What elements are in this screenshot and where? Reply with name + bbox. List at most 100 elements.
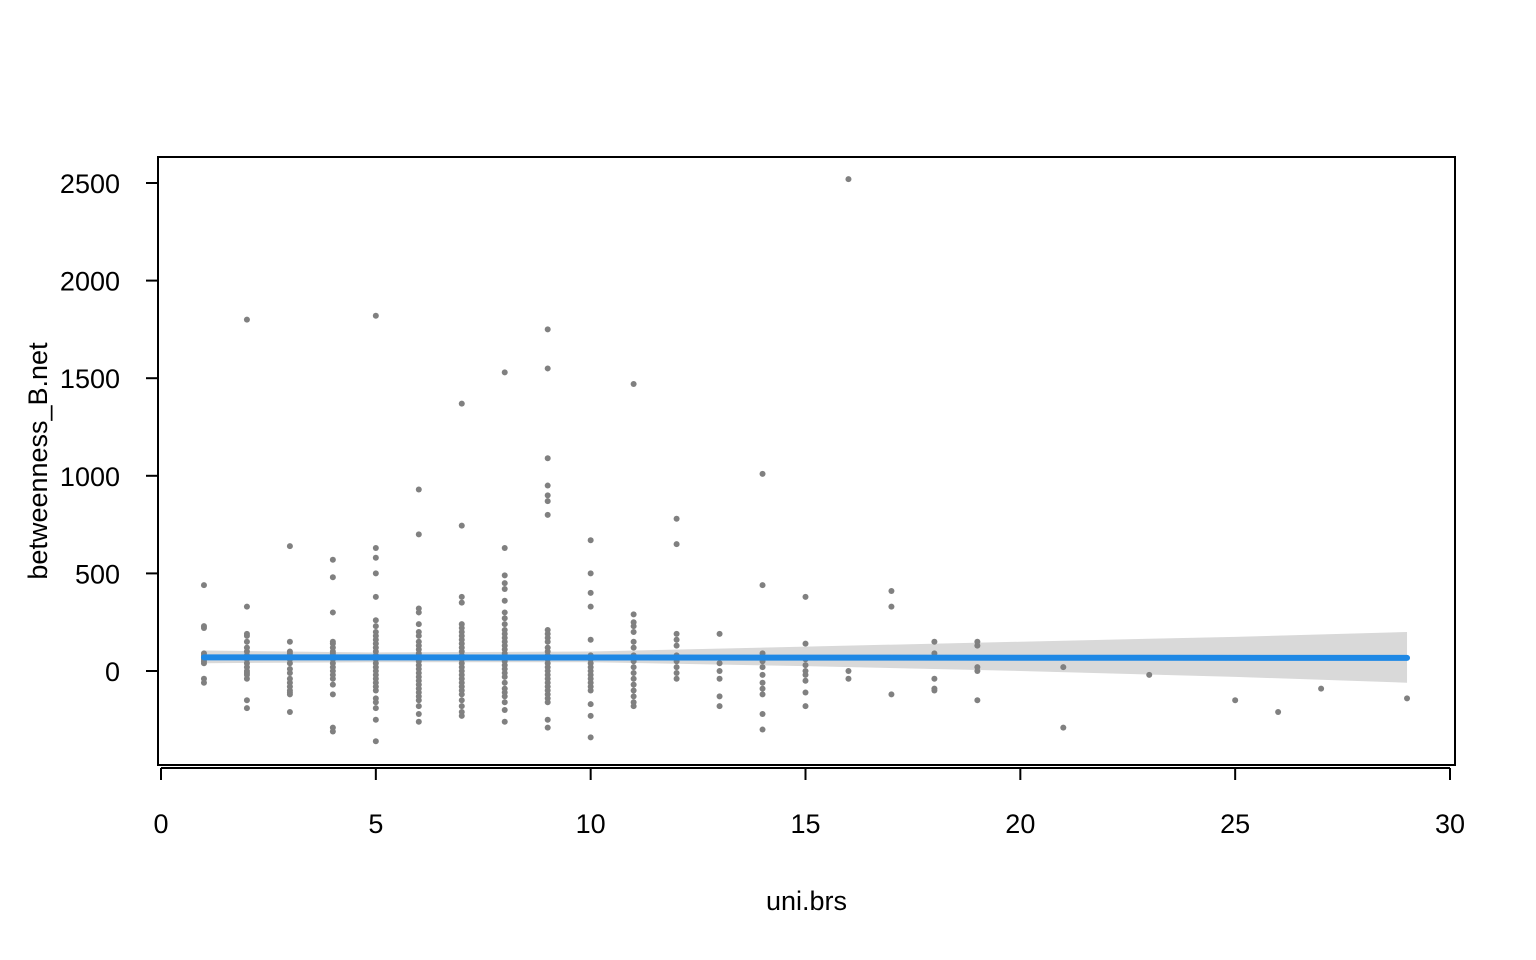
data-point xyxy=(243,603,250,610)
y-tick-label: 2500 xyxy=(60,169,120,199)
data-point xyxy=(673,630,680,637)
data-point xyxy=(931,687,938,694)
data-point xyxy=(587,687,594,694)
data-point xyxy=(673,541,680,548)
data-point xyxy=(243,638,250,645)
data-point xyxy=(802,671,809,678)
data-point xyxy=(1275,708,1282,715)
data-point xyxy=(372,617,379,624)
data-point xyxy=(544,326,551,333)
data-point xyxy=(716,668,723,674)
data-point xyxy=(458,400,465,407)
data-point xyxy=(501,597,508,604)
data-point xyxy=(415,531,422,538)
data-point xyxy=(372,716,379,723)
data-points xyxy=(200,176,1411,745)
data-point xyxy=(759,664,766,671)
data-point xyxy=(286,638,293,645)
data-point xyxy=(415,710,422,717)
data-point xyxy=(931,638,938,645)
data-point xyxy=(673,515,680,522)
data-point xyxy=(630,623,637,630)
fit-line xyxy=(200,654,1411,661)
data-point xyxy=(329,574,336,581)
data-point xyxy=(759,726,766,733)
data-point xyxy=(630,681,637,688)
data-point xyxy=(501,679,508,686)
data-point xyxy=(888,603,895,610)
data-point xyxy=(372,738,379,745)
data-point xyxy=(415,621,422,628)
data-point xyxy=(501,699,508,706)
data-point xyxy=(759,582,766,589)
data-point xyxy=(501,609,508,616)
data-point xyxy=(802,593,809,600)
data-point xyxy=(802,677,809,684)
data-point xyxy=(630,687,637,694)
data-point xyxy=(974,642,981,649)
data-point xyxy=(243,675,250,682)
data-point xyxy=(415,703,422,710)
data-point xyxy=(974,668,981,674)
plot-area-frame xyxy=(157,156,1456,766)
data-point xyxy=(372,705,379,712)
data-point xyxy=(587,636,594,643)
data-point xyxy=(630,693,637,700)
data-point xyxy=(888,691,895,698)
data-point xyxy=(372,554,379,561)
data-point xyxy=(630,669,637,676)
data-point xyxy=(759,710,766,717)
data-point xyxy=(286,708,293,715)
data-point xyxy=(501,707,508,714)
x-axis: 0 5 10 15 20 25 30 xyxy=(153,767,1465,839)
data-point xyxy=(200,660,207,667)
data-point xyxy=(372,312,379,319)
data-point xyxy=(544,511,551,518)
data-point xyxy=(845,176,852,183)
data-point xyxy=(630,664,637,671)
data-point xyxy=(630,675,637,682)
data-point xyxy=(501,545,508,552)
data-point xyxy=(802,640,809,647)
x-axis-title: uni.brs xyxy=(766,886,847,916)
data-point xyxy=(501,369,508,376)
data-point xyxy=(415,609,422,616)
data-point xyxy=(1232,697,1239,704)
data-point xyxy=(630,611,637,618)
data-point xyxy=(458,697,465,704)
data-point xyxy=(372,699,379,706)
fit-line-layer xyxy=(200,654,1411,661)
data-point xyxy=(372,570,379,577)
data-point xyxy=(716,693,723,700)
data-point xyxy=(630,638,637,645)
data-point xyxy=(243,316,250,323)
data-point xyxy=(372,593,379,600)
data-point xyxy=(802,703,809,710)
data-point xyxy=(501,586,508,593)
data-point xyxy=(716,675,723,682)
data-point xyxy=(931,675,938,682)
data-point xyxy=(501,615,508,622)
data-point xyxy=(673,642,680,649)
data-point xyxy=(243,705,250,712)
data-point xyxy=(1318,685,1325,692)
y-tick-label: 500 xyxy=(75,559,120,589)
data-point xyxy=(587,712,594,719)
data-point xyxy=(501,621,508,628)
data-point xyxy=(587,570,594,577)
data-point xyxy=(286,543,293,550)
data-point xyxy=(630,381,637,388)
data-point xyxy=(544,699,551,706)
data-point xyxy=(458,703,465,710)
data-point xyxy=(501,572,508,579)
data-point xyxy=(329,691,336,698)
y-axis-title: betweenness_B.net xyxy=(23,342,53,580)
data-point xyxy=(673,675,680,682)
data-point xyxy=(458,522,465,529)
y-tick-label: 1500 xyxy=(60,364,120,394)
data-point xyxy=(587,603,594,610)
x-tick-label: 30 xyxy=(1435,809,1465,839)
data-point xyxy=(286,669,293,676)
data-point xyxy=(544,492,551,499)
